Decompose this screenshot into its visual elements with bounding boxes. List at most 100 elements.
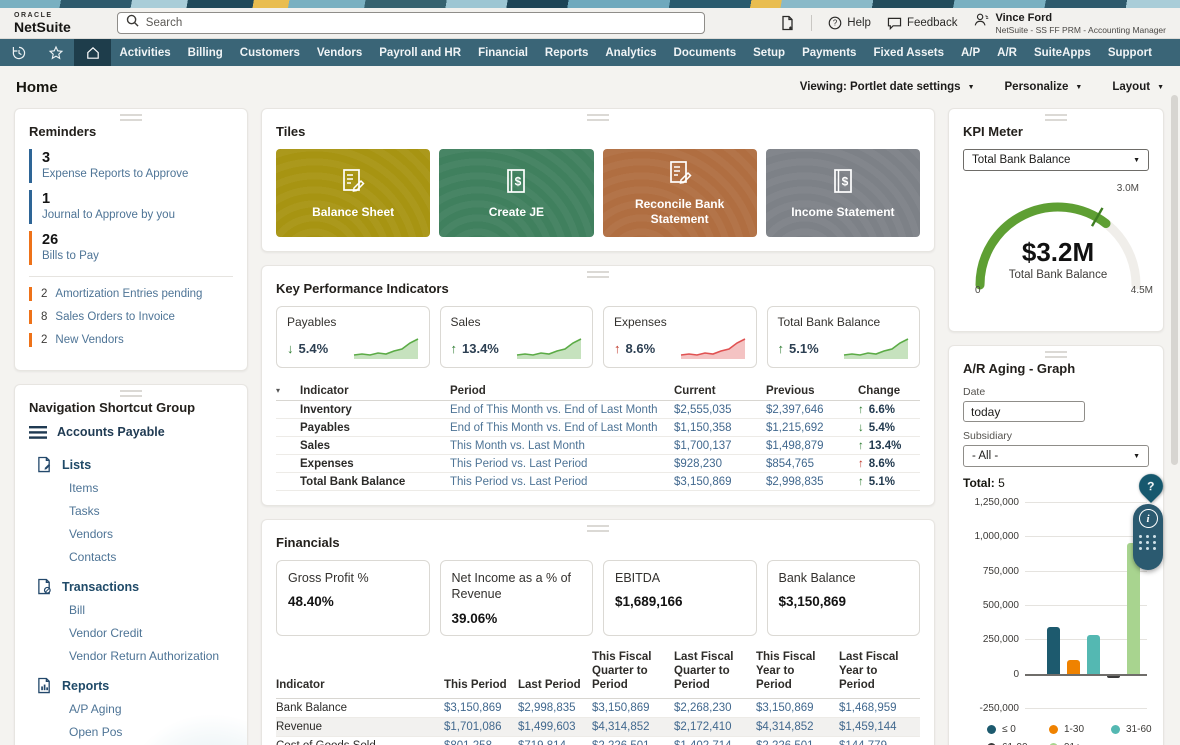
scrollbar-thumb[interactable] [1171,95,1178,465]
financial-value[interactable]: $2,268,230 [674,702,756,714]
reminder-item[interactable]: 8 Sales Orders to Invoice [29,310,233,324]
shortcut-link[interactable]: Tasks [69,500,233,523]
nav-tab[interactable]: Vendors [308,39,370,66]
viewing-dropdown[interactable]: Viewing: Portlet date settings▼ [800,81,975,93]
reminder-item[interactable]: 3 Expense Reports to Approve [29,149,233,183]
bar-≤ 0[interactable] [1047,627,1060,674]
financial-value[interactable]: $4,314,852 [592,721,674,733]
shortcuts-star-icon[interactable] [37,39,74,66]
drag-handle[interactable] [1045,351,1067,358]
reminder-label[interactable]: New Vendors [55,334,123,346]
shortcut-link[interactable]: Bill [69,599,233,622]
reminder-label[interactable]: Expense Reports to Approve [42,168,233,180]
financial-value[interactable]: $3,150,869 [444,702,518,714]
home-icon[interactable] [74,39,111,66]
nav-tab[interactable]: Payroll and HR [371,39,470,66]
quick-add-icon[interactable] [780,15,795,31]
personalize-dropdown[interactable]: Personalize▼ [1005,81,1083,93]
help-bubble-button[interactable]: ? [1134,469,1168,503]
search-input[interactable]: Search [117,12,705,34]
financial-value[interactable]: $1,468,959 [839,702,922,714]
financial-value[interactable]: $3,150,869 [756,702,839,714]
kpi-previous[interactable]: $2,998,835 [766,476,858,488]
financial-value[interactable]: $2,226,501 [756,740,839,745]
financial-value[interactable]: $2,172,410 [674,721,756,733]
shortcut-section-reports[interactable]: Reports [29,674,233,698]
reminder-label[interactable]: Amortization Entries pending [55,288,202,300]
financial-value[interactable]: $1,402,714 [674,740,756,745]
kpi-card[interactable]: Expenses ↑ 8.6% [603,306,757,368]
shortcut-link[interactable]: Vendor Return Authorization [69,645,233,668]
kpi-period-link[interactable]: End of This Month vs. End of Last Month [450,404,674,416]
kpi-previous[interactable]: $2,397,646 [766,404,858,416]
kpi-card[interactable]: Total Bank Balance ↑ 5.1% [767,306,921,368]
shortcut-link[interactable]: Vendors [69,523,233,546]
kpi-period-link[interactable]: This Month vs. Last Month [450,440,674,452]
nav-tab[interactable]: Analytics [597,39,665,66]
drag-handle[interactable] [1045,114,1067,121]
kpi-meter-select[interactable]: Total Bank Balance ▼ [963,149,1149,171]
help-pill[interactable]: i [1133,504,1163,570]
shortcut-link[interactable]: Items [69,477,233,500]
nav-tab[interactable]: Support [1099,39,1160,66]
nav-tab[interactable]: Setup [745,39,794,66]
shortcut-section-lists[interactable]: Lists [29,453,233,477]
nav-tab[interactable]: A/R [989,39,1026,66]
kpi-card[interactable]: Payables ↓ 5.4% [276,306,430,368]
reminder-label[interactable]: Sales Orders to Invoice [55,311,175,323]
drag-handle[interactable] [120,390,142,397]
sort-caret-icon[interactable]: ▾ [276,386,300,395]
kpi-current[interactable]: $2,555,035 [674,404,766,416]
financial-card[interactable]: EBITDA $1,689,166 [603,560,757,636]
financial-value[interactable]: $1,701,086 [444,721,518,733]
reminder-item[interactable]: 2 New Vendors [29,333,233,347]
nav-tab[interactable]: Billing [179,39,231,66]
financial-value[interactable]: $2,226,501 [592,740,674,745]
tile-income-statement[interactable]: $ Income Statement [766,149,920,237]
financial-value[interactable]: $3,150,869 [592,702,674,714]
netsuite-logo[interactable]: ORACLE NetSuite [14,12,71,34]
reminder-item[interactable]: 2 Amortization Entries pending [29,287,233,301]
reminder-item[interactable]: 26 Bills to Pay [29,231,233,265]
bar-1-30[interactable] [1067,660,1080,674]
financial-value[interactable]: $144,779 [839,740,922,745]
kpi-period-link[interactable]: This Period vs. Last Period [450,476,674,488]
shortcut-link[interactable]: Contacts [69,546,233,569]
nav-tab[interactable]: Customers [231,39,308,66]
user-menu[interactable]: Vince Ford NetSuite - SS FF PRM - Accoun… [973,12,1166,35]
date-input[interactable]: today [963,401,1085,422]
kpi-current[interactable]: $928,230 [674,458,766,470]
nav-tab[interactable]: Fixed Assets [865,39,953,66]
help-button[interactable]: ? Help [828,16,871,30]
drag-dots-icon[interactable] [1139,535,1157,550]
nav-tab[interactable]: SuiteApps [1025,39,1099,66]
kpi-current[interactable]: $1,150,358 [674,422,766,434]
kpi-current[interactable]: $3,150,869 [674,476,766,488]
financial-value[interactable]: $2,998,835 [518,702,592,714]
kpi-period-link[interactable]: End of This Month vs. End of Last Month [450,422,674,434]
financial-value[interactable]: $1,499,603 [518,721,592,733]
shortcut-section-transactions[interactable]: Transactions [29,575,233,599]
nav-tab[interactable]: Reports [536,39,596,66]
financial-card[interactable]: Net Income as a % of Revenue 39.06% [440,560,594,636]
tile-reconcile-bank-statement[interactable]: Reconcile Bank Statement [603,149,757,237]
tile-balance-sheet[interactable]: Balance Sheet [276,149,430,237]
subsidiary-select[interactable]: - All - ▼ [963,445,1149,467]
shortcut-link[interactable]: Vendor Credit [69,622,233,645]
drag-handle[interactable] [587,271,609,278]
financial-value[interactable]: $4,314,852 [756,721,839,733]
shortcut-link[interactable]: A/P Aging [69,698,233,721]
shortcut-link[interactable]: Open Pos [69,721,233,744]
financial-card[interactable]: Gross Profit % 48.40% [276,560,430,636]
kpi-previous[interactable]: $1,215,692 [766,422,858,434]
layout-dropdown[interactable]: Layout▼ [1112,81,1164,93]
feedback-button[interactable]: Feedback [887,17,958,30]
drag-handle[interactable] [587,114,609,121]
kpi-current[interactable]: $1,700,137 [674,440,766,452]
drag-handle[interactable] [587,525,609,532]
financial-value[interactable]: $1,459,144 [839,721,922,733]
recent-records-icon[interactable] [0,39,37,66]
kpi-period-link[interactable]: This Period vs. Last Period [450,458,674,470]
financial-value[interactable]: $719,814 [518,740,592,745]
kpi-card[interactable]: Sales ↑ 13.4% [440,306,594,368]
